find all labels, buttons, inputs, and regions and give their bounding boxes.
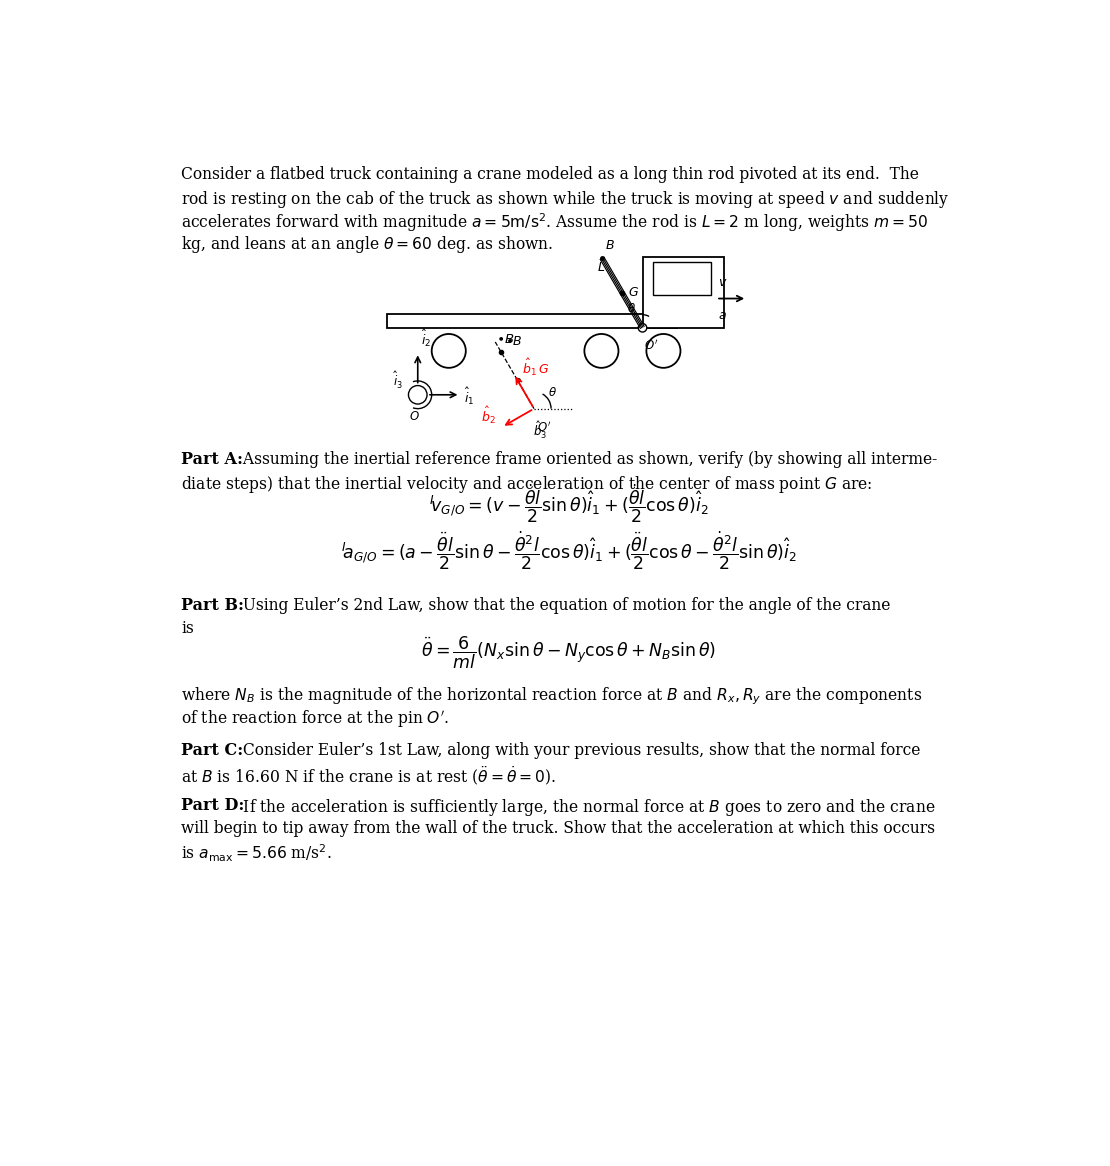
Circle shape <box>584 333 618 367</box>
Text: accelerates forward with magnitude $a = 5\mathrm{m/s^2}$. Assume the rod is $L =: accelerates forward with magnitude $a = … <box>181 211 929 234</box>
Text: Part C:: Part C: <box>181 742 243 759</box>
Circle shape <box>408 386 427 405</box>
Text: $B$: $B$ <box>605 239 615 252</box>
Text: $O$: $O$ <box>410 410 420 423</box>
Text: ${}^{I}\!v_{G/O} = (v - \dfrac{\dot{\theta}l}{2}\sin\theta)\hat{i}_1 + (\dfrac{\: ${}^{I}\!v_{G/O} = (v - \dfrac{\dot{\the… <box>428 483 709 526</box>
Text: Assuming the inertial reference frame oriented as shown, verify (by showing all : Assuming the inertial reference frame or… <box>238 451 937 468</box>
Text: $G$: $G$ <box>628 286 639 298</box>
Circle shape <box>638 324 647 332</box>
Text: Part A:: Part A: <box>181 451 243 468</box>
Text: of the reaction force at the pin $O'$.: of the reaction force at the pin $O'$. <box>181 708 450 729</box>
Text: Using Euler’s 2nd Law, show that the equation of motion for the angle of the cra: Using Euler’s 2nd Law, show that the equ… <box>238 597 890 614</box>
Text: $L$: $L$ <box>597 261 605 274</box>
Text: Part B:: Part B: <box>181 597 244 614</box>
Text: Consider a flatbed truck containing a crane modeled as a long thin rod pivoted a: Consider a flatbed truck containing a cr… <box>181 166 919 183</box>
Text: $\bullet B$: $\bullet B$ <box>505 335 523 349</box>
Bar <box>643 257 724 328</box>
Text: $\hat{i}_3$: $\hat{i}_3$ <box>393 370 403 391</box>
Text: $\theta$: $\theta$ <box>548 386 557 400</box>
Text: $\hat{b}_2$: $\hat{b}_2$ <box>481 405 495 426</box>
Bar <box>653 262 710 295</box>
Text: If the acceleration is sufficiently large, the normal force at $B$ goes to zero : If the acceleration is sufficiently larg… <box>238 798 936 819</box>
Text: $\hat{b}_1\,G$: $\hat{b}_1\,G$ <box>522 357 549 378</box>
Text: $a$: $a$ <box>718 309 727 322</box>
Text: $\ddot{\theta} = \dfrac{6}{ml}(N_x\sin\theta - N_y\cos\theta + N_B\sin\theta)$: $\ddot{\theta} = \dfrac{6}{ml}(N_x\sin\t… <box>422 634 716 670</box>
Circle shape <box>646 333 680 367</box>
Bar <box>386 314 677 328</box>
Text: rod is resting on the cab of the truck as shown while the truck is moving at spe: rod is resting on the cab of the truck a… <box>181 189 950 210</box>
Text: $v$: $v$ <box>718 276 727 289</box>
Text: is $a_{\mathrm{max}} = 5.66$ m/s$^2$.: is $a_{\mathrm{max}} = 5.66$ m/s$^2$. <box>181 843 332 864</box>
Text: Consider Euler’s 1st Law, along with your previous results, show that the normal: Consider Euler’s 1st Law, along with you… <box>238 742 920 759</box>
Text: where $N_B$ is the magnitude of the horizontal reaction force at $B$ and $R_x, R: where $N_B$ is the magnitude of the hori… <box>181 686 922 707</box>
Circle shape <box>432 333 466 367</box>
Text: $\theta$: $\theta$ <box>627 302 636 315</box>
Text: diate steps) that the inertial velocity and acceleration of the center of mass p: diate steps) that the inertial velocity … <box>181 473 872 494</box>
Text: Part D:: Part D: <box>181 798 244 815</box>
Text: will begin to tip away from the wall of the truck. Show that the acceleration at: will begin to tip away from the wall of … <box>181 820 936 837</box>
Text: $O'$: $O'$ <box>644 338 658 353</box>
Text: ${}^{I}\!a_{G/O} = (a - \dfrac{\ddot{\theta}l}{2}\sin\theta - \dfrac{\dot{\theta: ${}^{I}\!a_{G/O} = (a - \dfrac{\ddot{\th… <box>341 529 797 573</box>
Text: $O'$: $O'$ <box>537 421 552 435</box>
Text: $\hat{i}_2$: $\hat{i}_2$ <box>421 328 431 350</box>
Text: kg, and leans at an angle $\theta = 60$ deg. as shown.: kg, and leans at an angle $\theta = 60$ … <box>181 234 554 255</box>
Text: at $B$ is 16.60 N if the crane is at rest ($\ddot{\theta} = \dot{\theta} = 0$).: at $B$ is 16.60 N if the crane is at res… <box>181 765 557 788</box>
Text: $\hat{i}_1$: $\hat{i}_1$ <box>464 386 475 407</box>
Text: $\bullet B$: $\bullet B$ <box>496 333 515 346</box>
Text: is: is <box>181 620 194 637</box>
Text: $\hat{b}_3$: $\hat{b}_3$ <box>533 420 547 441</box>
